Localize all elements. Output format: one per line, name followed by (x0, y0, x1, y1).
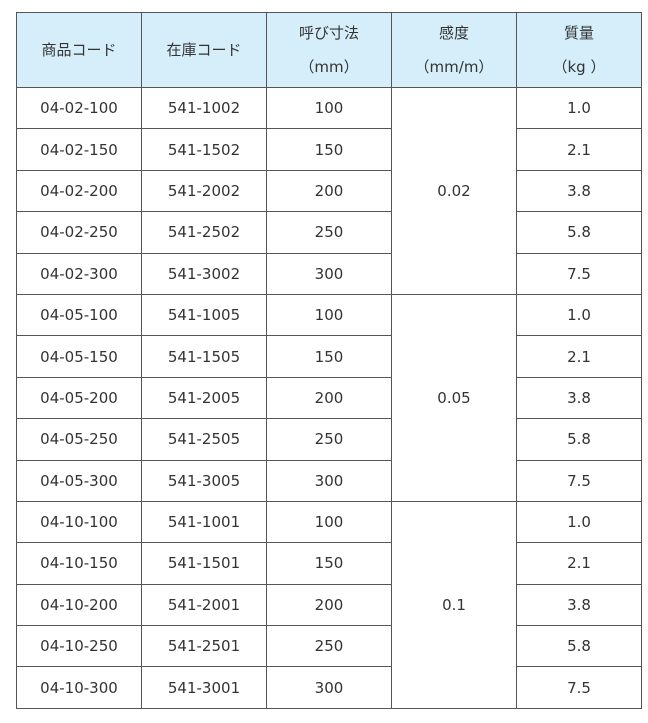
table-row: 04-10-250 541-2501 250 5.8 (16, 625, 642, 668)
product-code-cell: 04-02-250 (16, 211, 142, 254)
table-row: 04-05-200 541-2005 200 3.8 (16, 376, 642, 420)
weight-cell: 1.0 (516, 293, 642, 337)
header-product-code: 商品コード (16, 12, 142, 88)
nominal-size-cell: 300 (266, 666, 392, 709)
table-row: 04-05-100 541-1005 100 0.05 1.0 (16, 293, 642, 502)
product-code-cell: 04-05-250 (16, 418, 142, 461)
stock-code-cell: 541-1502 (141, 128, 267, 171)
nominal-size-cell: 150 (266, 128, 392, 171)
weight-cell: 7.5 (516, 459, 642, 502)
product-code-cell: 04-02-300 (16, 252, 142, 295)
header-sensitivity: 感度 （mm/m） (391, 12, 517, 88)
weight-cell: 2.1 (516, 542, 642, 585)
stock-code-cell: 541-2001 (141, 583, 267, 627)
weight-cell: 1.0 (516, 500, 642, 544)
weight-cell: 5.8 (516, 625, 642, 668)
nominal-size-cell: 150 (266, 335, 392, 378)
sensitivity-cell: 0.1 (391, 500, 517, 709)
nominal-size-cell: 250 (266, 418, 392, 461)
table-row: 04-10-300 541-3001 300 7.5 (16, 666, 642, 709)
weight-cell: 1.0 (516, 86, 642, 130)
stock-code-cell: 541-2502 (141, 211, 267, 254)
weight-cell: 3.8 (516, 376, 642, 420)
header-label: 呼び寸法 (298, 24, 359, 42)
header-label: 商品コード (41, 41, 117, 59)
product-code-cell: 04-02-200 (16, 169, 142, 213)
stock-code-cell: 541-3005 (141, 459, 267, 502)
sensitivity-cell: 0.02 (391, 87, 517, 295)
stock-code-cell: 541-2005 (141, 376, 267, 420)
table-row: 04-10-150 541-1501 150 2.1 (16, 542, 642, 585)
nominal-size-cell: 200 (266, 169, 392, 213)
table-row: 04-02-200 541-2002 200 3.8 (16, 169, 642, 213)
header-stock-code: 在庫コード (141, 12, 267, 88)
product-code-cell: 04-02-100 (16, 86, 142, 130)
header-nominal-size: 呼び寸法 （mm） (266, 12, 392, 88)
product-code-cell: 04-02-150 (16, 128, 142, 171)
weight-cell: 2.1 (516, 335, 642, 378)
stock-code-cell: 541-1002 (141, 86, 267, 130)
header-unit: （kg ） (552, 58, 606, 76)
stock-code-cell: 541-1005 (141, 293, 267, 337)
stock-code-cell: 541-2002 (141, 169, 267, 213)
weight-cell: 3.8 (516, 169, 642, 213)
header-label: 感度 (438, 24, 469, 42)
nominal-size-cell: 250 (266, 211, 392, 254)
weight-cell: 2.1 (516, 128, 642, 171)
nominal-size-cell: 250 (266, 625, 392, 668)
header-unit: （mm） (299, 58, 359, 76)
nominal-size-cell: 300 (266, 459, 392, 502)
nominal-size-cell: 100 (266, 86, 392, 130)
nominal-size-cell: 100 (266, 293, 392, 337)
header-unit: （mm/m） (414, 58, 494, 76)
header-label: 在庫コード (166, 41, 242, 59)
product-code-cell: 04-10-100 (16, 500, 142, 544)
table-row: 04-05-300 541-3005 300 7.5 (16, 459, 642, 502)
product-spec-table: 商品コード 在庫コード 呼び寸法 （mm） 感度 （mm/m） 質量 （kg ） 04-02-… (16, 12, 642, 709)
product-code-cell: 04-05-200 (16, 376, 142, 420)
header-weight: 質量 （kg ） (516, 12, 642, 88)
weight-cell: 7.5 (516, 252, 642, 295)
table-row: 04-02-300 541-3002 300 7.5 (16, 252, 642, 295)
stock-code-cell: 541-2501 (141, 625, 267, 668)
stock-code-cell: 541-2505 (141, 418, 267, 461)
product-code-cell: 04-10-300 (16, 666, 142, 709)
product-code-cell: 04-10-150 (16, 542, 142, 585)
product-code-cell: 04-05-300 (16, 459, 142, 502)
table-row: 04-02-150 541-1502 150 2.1 (16, 128, 642, 171)
product-code-cell: 04-05-150 (16, 335, 142, 378)
nominal-size-cell: 100 (266, 500, 392, 544)
stock-code-cell: 541-1001 (141, 500, 267, 544)
table-row: 04-10-200 541-2001 200 3.8 (16, 583, 642, 627)
table-row: 04-02-250 541-2502 250 5.8 (16, 211, 642, 254)
nominal-size-cell: 150 (266, 542, 392, 585)
product-code-cell: 04-10-250 (16, 625, 142, 668)
header-label: 質量 (563, 24, 594, 42)
table-row: 04-05-150 541-1505 150 2.1 (16, 335, 642, 378)
weight-cell: 3.8 (516, 583, 642, 627)
nominal-size-cell: 200 (266, 583, 392, 627)
nominal-size-cell: 200 (266, 376, 392, 420)
stock-code-cell: 541-1505 (141, 335, 267, 378)
weight-cell: 7.5 (516, 666, 642, 709)
sensitivity-cell: 0.05 (391, 293, 517, 502)
stock-code-cell: 541-3002 (141, 252, 267, 295)
product-code-cell: 04-10-200 (16, 583, 142, 627)
weight-cell: 5.8 (516, 211, 642, 254)
table-row: 04-10-100 541-1001 100 0.1 1.0 (16, 500, 642, 709)
stock-code-cell: 541-3001 (141, 666, 267, 709)
header-row: 商品コード 在庫コード 呼び寸法 （mm） 感度 （mm/m） 質量 （kg ） (16, 12, 642, 88)
nominal-size-cell: 300 (266, 252, 392, 295)
table-row: 04-02-100 541-1002 100 0.02 1.0 (16, 86, 642, 295)
table-row: 04-05-250 541-2505 250 5.8 (16, 418, 642, 461)
stock-code-cell: 541-1501 (141, 542, 267, 585)
weight-cell: 5.8 (516, 418, 642, 461)
product-code-cell: 04-05-100 (16, 293, 142, 337)
